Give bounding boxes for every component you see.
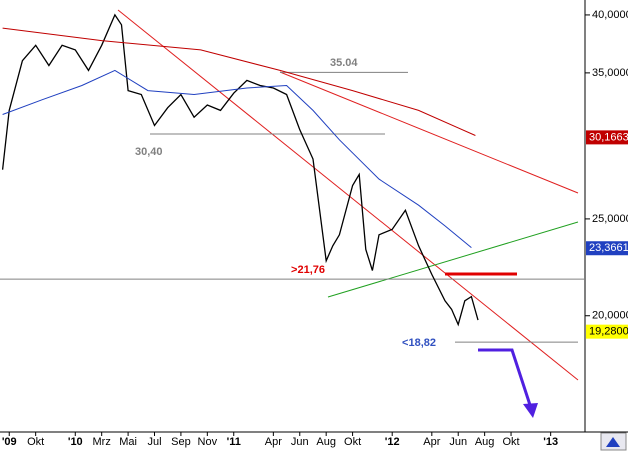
trend-line (279, 71, 579, 194)
level-label: 30,40 (135, 146, 163, 158)
y-tick-label: 20,0000 (592, 310, 628, 322)
icon-shape (606, 437, 620, 447)
x-tick-label: '12 (385, 436, 400, 448)
x-tick-label: Okt (27, 436, 44, 448)
x-tick-label: Mrz (93, 436, 111, 448)
x-tick-label: Okt (344, 436, 361, 448)
price-label: 23,3661 (589, 242, 628, 254)
x-tick-label: Aug (475, 436, 495, 448)
level-label: >21,76 (291, 264, 325, 276)
arrow-head (523, 403, 538, 418)
x-tick-label: Mai (119, 436, 137, 448)
x-tick-label: Jun (449, 436, 467, 448)
y-tick-label: 35,0000 (592, 67, 628, 79)
series-line (2, 69, 472, 248)
x-tick-label: Sep (171, 436, 191, 448)
x-tick-label: '09 (2, 436, 17, 448)
x-tick-label: Okt (502, 436, 519, 448)
x-tick-label: Jun (291, 436, 309, 448)
price-label: 19,2800 (589, 326, 628, 338)
x-tick-label: '13 (543, 436, 558, 448)
series-line (2, 27, 476, 136)
x-tick-label: Apr (265, 436, 282, 448)
price-box (586, 241, 628, 256)
forecast-arrow (478, 348, 532, 406)
y-tick-label: 25,0000 (592, 213, 628, 225)
trend-line (117, 9, 579, 381)
price-label: 30,1663 (589, 131, 628, 143)
trend-line (327, 221, 579, 298)
level-label: <18,82 (402, 337, 436, 349)
x-tick-label: Jul (147, 436, 161, 448)
x-tick-label: Nov (198, 436, 218, 448)
x-tick-label: Aug (316, 436, 336, 448)
level-label: 35.04 (330, 57, 358, 69)
price-box (586, 130, 628, 145)
y-tick-label: 40,0000 (592, 9, 628, 21)
x-tick-label: Apr (423, 436, 440, 448)
x-tick-label: '10 (68, 436, 83, 448)
x-tick-label: '11 (227, 436, 241, 448)
price-box (586, 324, 628, 339)
